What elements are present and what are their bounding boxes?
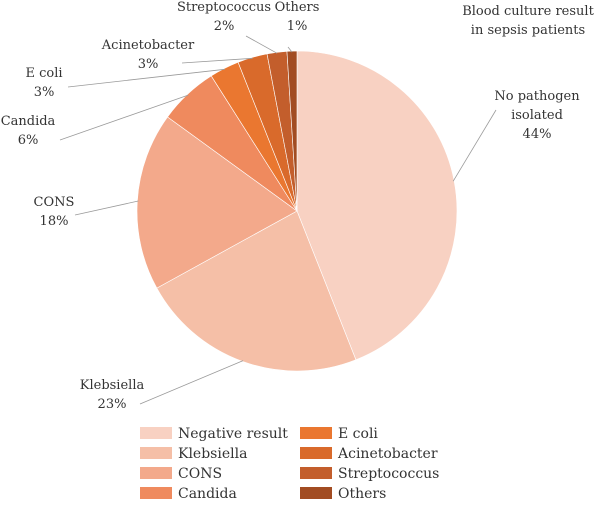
leader-line [181,57,253,64]
legend-label: CONS [178,466,222,482]
leader-line [452,109,497,182]
legend-item: Candida [140,486,237,502]
slice-labels: No pathogen isolated 44% Klebsiella 23% CONS 1… [1,0,581,412]
leader-line [74,200,139,216]
legend-label: Acinetobacter [337,446,438,462]
legend-label: Candida [178,486,237,502]
legend-swatch [300,487,332,499]
slice-label-percent: 3% [34,85,55,100]
pie-slice-klebsiella [156,210,357,372]
slice-label-percent: 3% [138,57,159,72]
legend-item: E coli [300,426,378,442]
legend: Negative result Klebsiella CONS Candida E co… [140,426,439,502]
slice-label-percent: 2% [214,19,235,34]
legend-label: Streptococcus [338,466,439,482]
legend-swatch [140,487,172,499]
leader-line [245,35,278,54]
leader-line [287,46,293,53]
legend-item: CONS [140,466,222,482]
slice-label-percent: 18% [40,214,69,229]
legend-swatch [140,447,172,459]
chart-title-line: in sepsis patients [471,23,585,38]
slice-label-name: Streptococcus [177,0,271,15]
legend-item: Klebsiella [140,446,247,462]
legend-swatch [300,467,332,479]
slice-label-percent: 23% [98,397,127,412]
slice-label-percent: 44% [523,127,552,142]
slice-label-percent: 1% [287,19,308,34]
slice-label-name: isolated [511,108,563,123]
legend-item: Acinetobacter [300,446,438,462]
chart-title-line: Blood culture result [462,4,594,19]
slice-label-percent: 6% [18,133,39,148]
slice-label-name: Others [275,0,320,15]
legend-label: E coli [338,426,378,442]
slice-label-name: Acinetobacter [101,38,195,53]
legend-swatch [140,427,172,439]
pie-slice-others [286,50,298,212]
legend-label: Klebsiella [178,446,247,462]
leader-line [67,68,225,88]
chart-title: Blood culture result in sepsis patients [462,4,594,38]
legend-item: Streptococcus [300,466,439,482]
legend-item: Negative result [140,426,288,442]
legend-label: Negative result [178,426,288,442]
leader-line [139,360,244,405]
pie-slices [136,50,458,372]
legend-swatch [300,427,332,439]
legend-label: Others [338,486,386,502]
legend-swatch [140,467,172,479]
slice-label-name: E coli [25,66,62,81]
slice-label-name: CONS [34,195,75,210]
slice-label-name: Candida [1,114,56,129]
pie-slice-no-pathogen-isolated [296,50,458,361]
legend-swatch [300,447,332,459]
leader-line [59,94,189,141]
legend-item: Others [300,486,386,502]
leader-lines [59,35,497,405]
slice-label-name: No pathogen [494,89,580,104]
slice-label-name: Klebsiella [80,378,145,393]
